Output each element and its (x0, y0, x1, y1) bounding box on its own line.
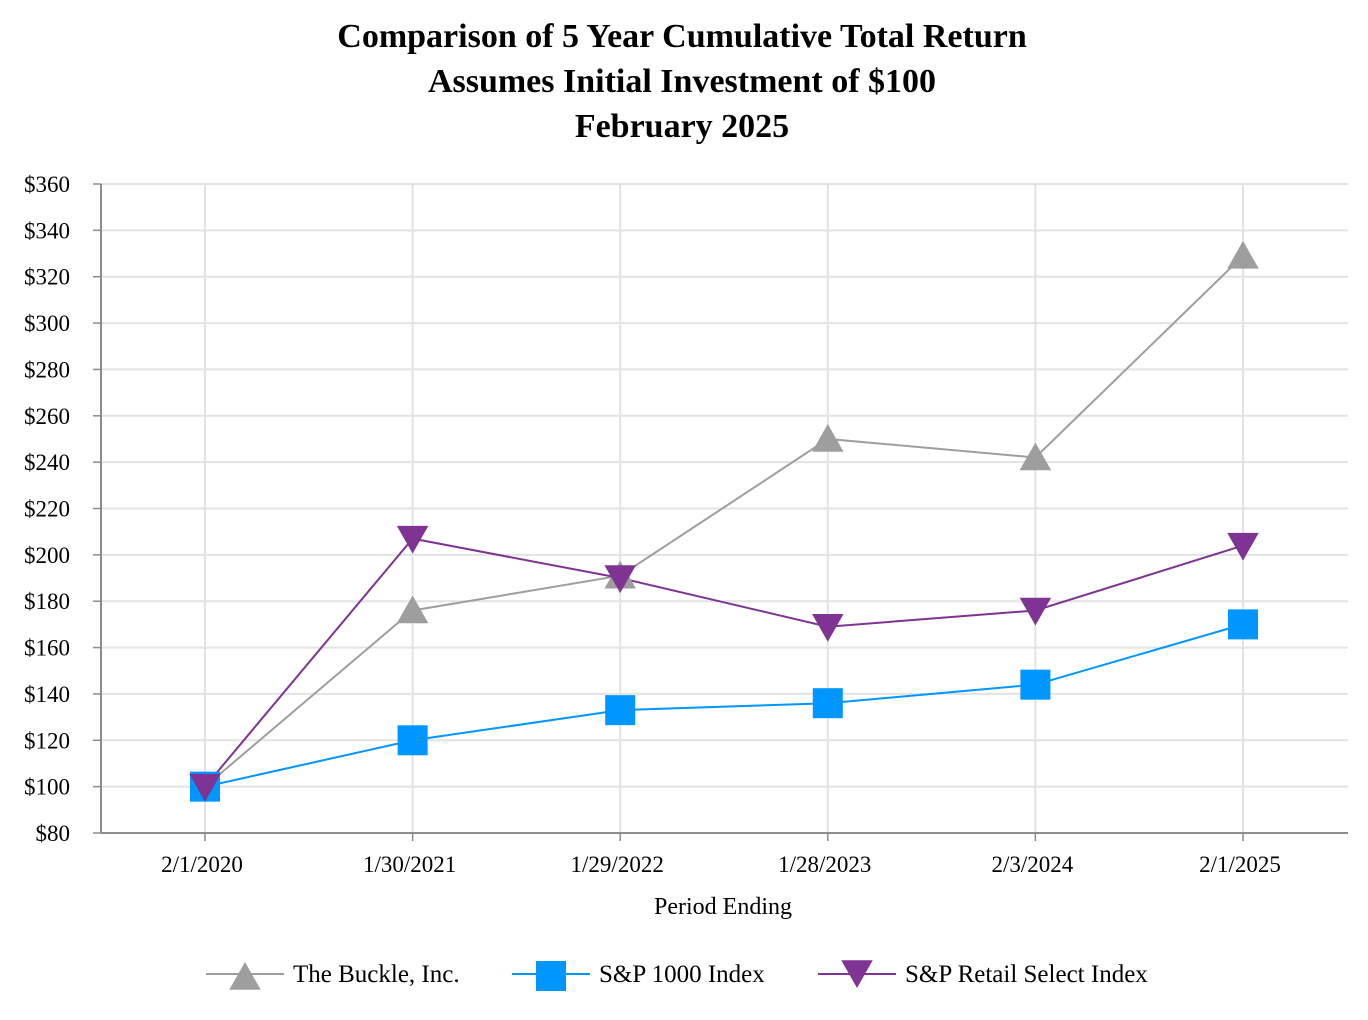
y-tick-label: $360 (24, 172, 70, 197)
legend-item-s-p-1000-index: S&P 1000 Index (512, 961, 765, 991)
chart-title: Comparison of 5 Year Cumulative Total Re… (337, 18, 1027, 55)
chart-legend: The Buckle, Inc. S&P 1000 Index S&P Retail… (206, 960, 1148, 991)
x-tick-label: 1/30/2021 (363, 852, 456, 877)
data-point-s-p-retail-select-index (189, 773, 221, 802)
series-line-s-p-retail-select-index (204, 537, 1244, 788)
gridlines (101, 183, 1348, 833)
series-markers (189, 240, 1259, 802)
data-point-s-p-retail-select-index (812, 613, 844, 642)
y-tick-label: $80 (36, 821, 71, 846)
y-tick-label: $200 (24, 543, 70, 568)
y-tick-label: $320 (24, 265, 70, 290)
series-line-s-p-1000-index (204, 623, 1244, 788)
y-tick-label: $100 (24, 775, 70, 800)
y-tick-label: $240 (24, 450, 70, 475)
y-tick-label: $140 (24, 682, 70, 707)
data-point-the-buckle-inc (396, 595, 429, 624)
data-point-s-p-1000-index (1228, 609, 1258, 640)
legend-label: S&P Retail Select Index (905, 961, 1148, 988)
legend-marker-square (536, 961, 566, 991)
y-tick-label: $340 (24, 218, 70, 243)
axes: $80 $100 $120 $140 $160 $180 $200 $220 $240 $260 $… (24, 172, 1348, 877)
chart-subtitle-line-2: February 2025 (574, 108, 790, 145)
series-lines (204, 255, 1244, 788)
series-line-the-buckle-inc (204, 255, 1244, 788)
x-axis-title: Period Ending (654, 894, 792, 920)
data-point-s-p-1000-index (605, 695, 636, 726)
data-point-s-p-1000-index (397, 725, 428, 756)
y-tick-label: $160 (24, 636, 70, 661)
data-point-the-buckle-inc (1227, 240, 1259, 269)
data-point-the-buckle-inc (812, 423, 844, 452)
chart-subtitle-line-1: Assumes Initial Investment of $100 (427, 63, 937, 100)
data-point-s-p-retail-select-index (396, 525, 429, 554)
y-tick-label: $220 (24, 497, 70, 522)
y-tick-label: $180 (24, 589, 70, 614)
x-tick-label: 2/1/2025 (1199, 852, 1281, 877)
legend-marker-triangle-down (841, 960, 873, 988)
data-point-s-p-retail-select-index (1019, 597, 1052, 626)
y-tick-label: $280 (24, 357, 70, 382)
legend-item-s-p-retail-select-index: S&P Retail Select Index (818, 960, 1148, 988)
x-tick-label: 1/28/2023 (778, 852, 871, 877)
data-point-the-buckle-inc (1019, 442, 1052, 471)
legend-label: S&P 1000 Index (599, 961, 765, 988)
legend-marker-triangle-up (229, 962, 261, 990)
data-point-s-p-retail-select-index (1227, 532, 1259, 561)
legend-item-the-buckle-inc: The Buckle, Inc. (206, 961, 460, 990)
data-point-s-p-1000-index (1020, 669, 1051, 700)
y-tick-label: $120 (24, 728, 70, 753)
chart-title-block: Comparison of 5 Year Cumulative Total Re… (0, 14, 1364, 149)
legend-label: The Buckle, Inc. (293, 961, 460, 988)
x-tick-label: 2/3/2024 (992, 852, 1074, 877)
x-tick-label: 2/1/2020 (161, 852, 243, 877)
y-tick-label: $260 (24, 404, 70, 429)
data-point-s-p-1000-index (812, 688, 843, 719)
x-tick-label: 1/29/2022 (571, 852, 664, 877)
data-point-s-p-retail-select-index (604, 565, 636, 594)
y-tick-label: $300 (24, 311, 70, 336)
